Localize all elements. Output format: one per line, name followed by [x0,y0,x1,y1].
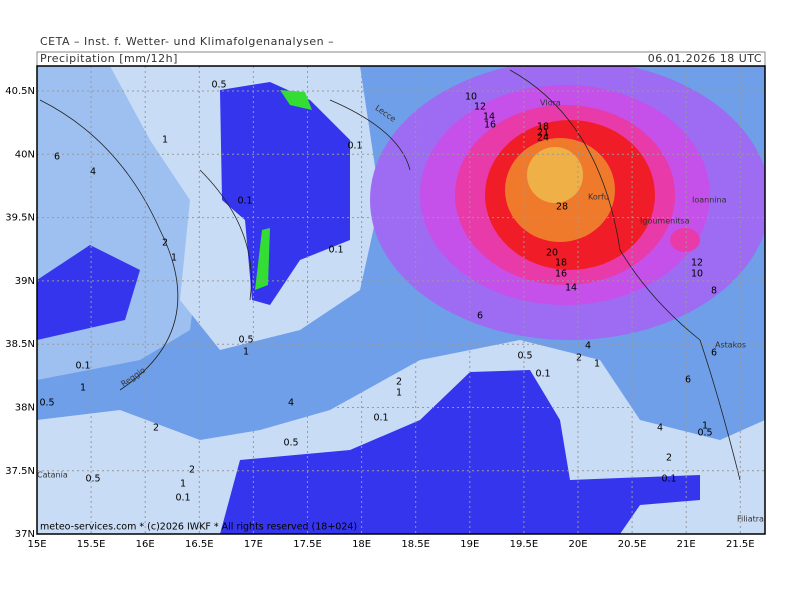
contour-label: 2 [396,377,402,388]
contour-label: 0.5 [697,428,712,439]
frame [36,65,766,535]
contour-label: 0.5 [39,398,54,409]
green-area [280,90,312,110]
graticule [37,66,765,534]
contour-label: 4 [90,167,96,178]
lon-label: 18.5E [401,539,430,550]
lon-label: 17E [244,539,263,550]
dark-area [220,82,350,305]
green-area [255,228,270,290]
lon-label: 21E [677,539,696,550]
lon-label: 19.5E [510,539,539,550]
contour-label: 0.1 [373,413,388,424]
contour-label: 1 [594,359,600,370]
contour-label: 0.1 [328,245,343,256]
place-label: Korfu [588,193,609,202]
contour-label: 8 [711,286,717,297]
place-label: Vlora [540,99,561,108]
lon-label: 19E [460,539,479,550]
contour-label: 16 [484,120,496,131]
contour-label: 0.1 [237,196,252,207]
place-label: Filiatra [737,515,764,524]
lat-label: 38.5N [5,339,35,350]
contour-label: 18 [537,122,549,133]
contour-label: 2 [162,238,168,249]
lon-label: 17.5E [293,539,322,550]
lon-label: 15E [27,539,46,550]
contour-label: 0.5 [517,351,532,362]
contour-label: 12 [691,258,703,269]
contour-label: 0.5 [238,335,253,346]
contour-label: 0.1 [661,474,676,485]
lon-label: 15.5E [77,539,106,550]
contour-label: 6 [711,348,717,359]
contour-label: 2 [576,353,582,364]
place-label: Astakos [715,341,746,350]
contour-label: 0.5 [211,80,226,91]
contour-label: 0.1 [75,361,90,372]
contour-label: 14 [565,283,577,294]
lat-label: 37N [15,529,35,540]
contour-label: 0.5 [283,438,298,449]
contour-label: 12 [474,102,486,113]
contour-label: 4 [288,398,294,409]
valid-time: 06.01.2026 18 UTC [648,52,762,65]
contour-label: 2 [666,453,672,464]
product-title: Precipitation [mm/12h] [40,52,178,65]
contour-label: 4 [585,341,591,352]
contour-label: 4 [657,423,663,434]
contour-label: 0.5 [85,474,100,485]
contour-label: 1 [80,383,86,394]
contour-label: 16 [555,269,567,280]
lat-label: 40.5N [5,86,35,97]
lon-label: 18E [352,539,371,550]
precip-14 [670,228,700,252]
contour-label: 10 [465,92,477,103]
contour-label: 0.1 [175,493,190,504]
contour-label: 21 [537,128,549,139]
lat-label: 40N [15,149,35,160]
contour-label: 2 [153,423,159,434]
contour-label: 6 [54,152,60,163]
precip-28 [527,147,583,203]
place-label: Igoumenitsa [640,217,690,226]
contour-label: 1 [396,388,402,399]
lon-label: 21.5E [726,539,755,550]
contour-label: 10 [691,269,703,280]
lon-label: 20.5E [618,539,647,550]
contour-label: 0.1 [347,141,362,152]
lon-label: 20E [568,539,587,550]
contour-label: 1 [171,253,177,264]
place-label: Ioannina [692,196,727,205]
contour-label: 1 [702,421,708,432]
contour-label: 18 [555,258,567,269]
lat-label: 37.5N [5,466,35,477]
contour-label: 28 [556,202,568,213]
contour-label: 20 [546,248,558,259]
contour-label: 2 [189,465,195,476]
contour-label: 14 [483,112,495,123]
coastline [39,69,741,481]
source-title: CETA – Inst. f. Wetter- und Klimafolgena… [40,35,334,48]
lat-label: 39.5N [5,213,35,224]
place-label: Catania [37,471,68,480]
dark-area [220,370,700,534]
lon-label: 16.5E [185,539,214,550]
contour-label: 24 [537,133,549,144]
lat-label: 38N [15,403,35,414]
contour-label: 6 [477,311,483,322]
field [37,66,765,534]
contour-label: 1 [162,135,168,146]
lon-label: 16E [136,539,155,550]
lat-label: 39N [15,276,35,287]
contour-label: 6 [685,375,691,386]
footer: meteo-services.com * (c)2026 IWKF * All … [40,522,357,533]
dark-area [37,245,140,340]
contour-label: 0.1 [535,369,550,380]
contour-label: 1 [180,479,186,490]
contour-label: 1 [243,347,249,358]
